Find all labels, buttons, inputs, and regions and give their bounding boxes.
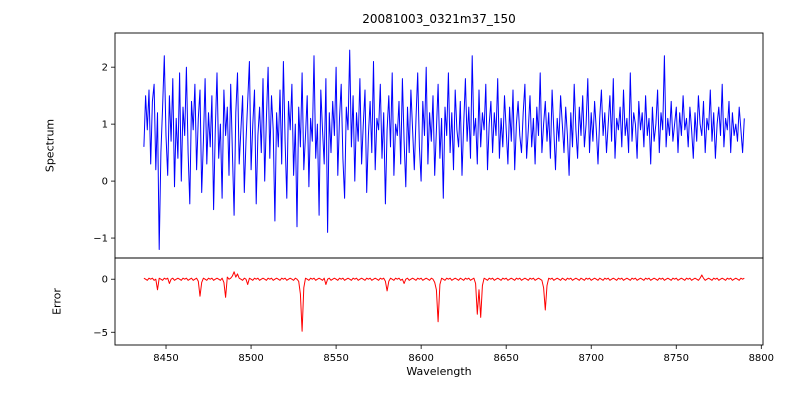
x-tick-label: 8600	[408, 353, 433, 364]
x-tick-label: 8650	[493, 353, 518, 364]
y-tick-label: 0	[102, 275, 108, 286]
x-tick-label: 8700	[578, 353, 603, 364]
y-tick-label: 0	[102, 177, 108, 188]
y-tick-label: −5	[93, 328, 108, 339]
y-axis-label-error: Error	[50, 288, 64, 315]
x-tick-label: 8450	[153, 353, 178, 364]
x-tick-label: 8550	[323, 353, 348, 364]
spectrum-line	[143, 49, 745, 250]
y-axis-label-spectrum: Spectrum	[43, 118, 57, 173]
chart-title: 20081003_0321m37_150	[362, 12, 516, 26]
x-axis-label: Wavelength	[406, 365, 472, 378]
x-tick-label: 8800	[749, 353, 774, 364]
y-tick-label: 1	[102, 120, 108, 131]
error-line	[143, 271, 745, 332]
y-tick-label: −1	[93, 234, 108, 245]
y-tick-label: 2	[102, 63, 108, 74]
x-tick-label: 8750	[664, 353, 689, 364]
error-axes-frame	[114, 257, 764, 346]
x-tick-label: 8500	[238, 353, 263, 364]
